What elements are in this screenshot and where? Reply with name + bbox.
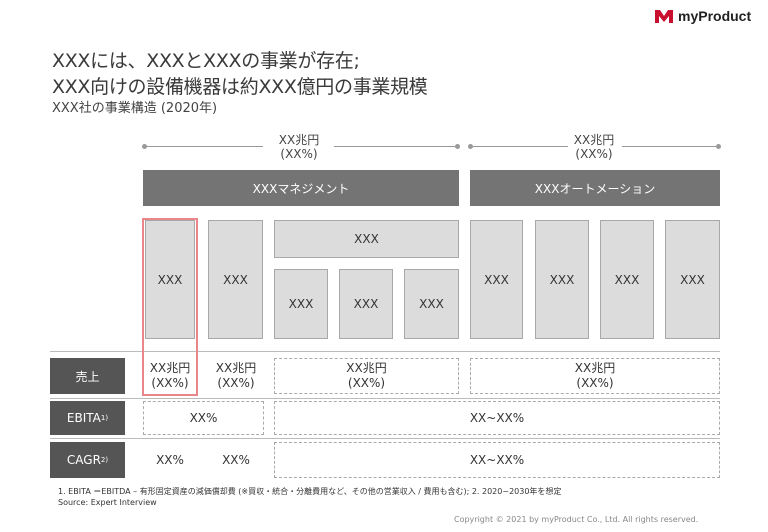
business-box-6: XXX bbox=[600, 220, 654, 339]
ebita-label-text: EBITA bbox=[66, 411, 101, 425]
header-left-start-dot bbox=[142, 144, 147, 149]
cagr-cell-2: XX% bbox=[222, 452, 250, 467]
footnote-definitions: 1. EBITA ＝EBITDA – 有形固定資産の減価償却費 (※買収・統合・… bbox=[58, 487, 562, 496]
sales-cell-2: XX兆円 (XX%) bbox=[207, 358, 265, 394]
sales-cell-1: XX兆円 (XX%) bbox=[143, 358, 197, 394]
header-right-end-dot bbox=[716, 144, 721, 149]
sales-cell-2-value: XX兆円 bbox=[215, 361, 257, 375]
highlight-frame bbox=[142, 218, 198, 396]
header-left-value: XX兆円 bbox=[278, 133, 320, 147]
row-separator-2 bbox=[50, 398, 720, 399]
segment-automation: XXXオートメーション bbox=[470, 170, 720, 206]
header-right-label: XX兆円 (XX%) bbox=[539, 133, 649, 161]
row-label-ebita: EBITA 1) bbox=[50, 401, 125, 435]
header-left-line-b bbox=[334, 146, 458, 147]
ebita-cell-1: XX% bbox=[143, 401, 264, 435]
sales-cell-3: XX兆円 (XX%) bbox=[274, 358, 459, 394]
business-box-3-group: XXX bbox=[274, 220, 459, 258]
sales-cell-4: XX兆円 (XX%) bbox=[470, 358, 720, 394]
cagr-footnote-mark: 2) bbox=[100, 456, 109, 464]
ebita-footnote-mark: 1) bbox=[100, 414, 109, 422]
business-box-7: XXX bbox=[665, 220, 720, 339]
header-right-value: XX兆円 bbox=[573, 133, 615, 147]
row-label-cagr: CAGR 2) bbox=[50, 442, 125, 478]
business-box-4: XXX bbox=[470, 220, 523, 339]
page-subtitle: XXX社の事業構造 (2020年) bbox=[52, 101, 218, 116]
header-right-line-b bbox=[622, 146, 719, 147]
sales-cell-1-share: (XX%) bbox=[151, 376, 189, 390]
header-right-line-a bbox=[471, 146, 568, 147]
header-left-line-a bbox=[145, 146, 263, 147]
logo-text: myProduct bbox=[678, 8, 752, 24]
page-title-line2: XXX向けの設備機器は約XXX億円の事業規模 bbox=[52, 76, 428, 98]
header-left-end-dot bbox=[455, 144, 460, 149]
sales-cell-3-share: (XX%) bbox=[347, 376, 386, 390]
sales-cell-2-share: (XX%) bbox=[217, 376, 255, 390]
cagr-cell-1: XX% bbox=[156, 452, 184, 467]
row-separator-3 bbox=[50, 438, 720, 439]
header-left-label: XX兆円 (XX%) bbox=[244, 133, 354, 161]
footnote-source: Source: Expert Interview bbox=[58, 498, 157, 507]
business-box-3a: XXX bbox=[274, 269, 328, 339]
cagr-cell-3: XX~XX% bbox=[274, 442, 720, 478]
business-box-1: XXX bbox=[145, 220, 195, 339]
header-right-start-dot bbox=[468, 144, 473, 149]
segment-management: XXXマネジメント bbox=[143, 170, 459, 206]
sales-cell-4-share: (XX%) bbox=[576, 376, 614, 390]
cagr-label-text: CAGR bbox=[66, 453, 101, 467]
page-title-line1: XXXには、XXXとXXXの事業が存在; bbox=[52, 50, 360, 72]
ebita-cell-2: XX~XX% bbox=[274, 401, 720, 435]
brand-logo: myProduct bbox=[654, 6, 751, 26]
sales-cell-1-value: XX兆円 bbox=[149, 361, 191, 375]
header-right-share: (XX%) bbox=[575, 147, 613, 161]
row-separator-1 bbox=[50, 351, 720, 352]
sales-cell-4-value: XX兆円 bbox=[574, 361, 616, 375]
business-box-2: XXX bbox=[208, 220, 263, 339]
copyright: Copyright © 2021 by myProduct Co., Ltd. … bbox=[454, 515, 699, 524]
business-box-5: XXX bbox=[535, 220, 589, 339]
sales-cell-3-value: XX兆円 bbox=[346, 361, 387, 375]
row-label-sales: 売上 bbox=[50, 358, 125, 394]
business-box-3b: XXX bbox=[339, 269, 393, 339]
logo-mark-icon bbox=[655, 10, 673, 23]
business-box-3c: XXX bbox=[404, 269, 459, 339]
header-left-share: (XX%) bbox=[280, 147, 318, 161]
